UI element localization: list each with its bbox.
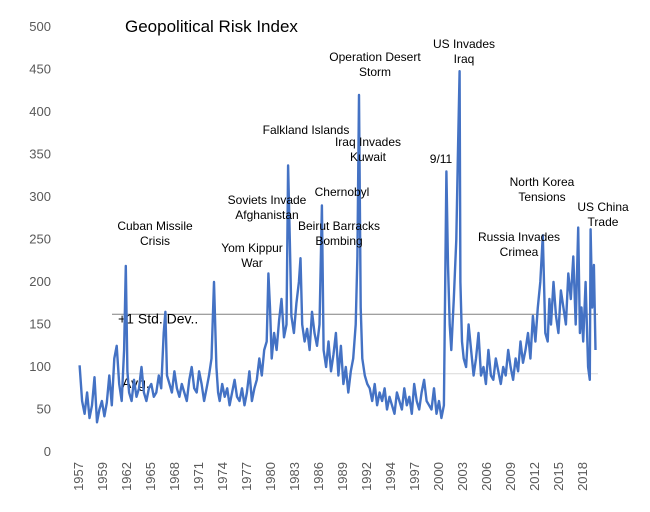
x-tick-label: 1962 bbox=[119, 462, 134, 491]
x-tick-label: 1974 bbox=[215, 462, 230, 491]
annotation-label: War bbox=[241, 256, 263, 270]
y-tick-label: 100 bbox=[29, 359, 51, 374]
annotation-label: US China bbox=[577, 200, 629, 214]
y-tick-label: 250 bbox=[29, 232, 51, 247]
annotation-label: Crimea bbox=[500, 245, 539, 259]
annotation-label: US Invades bbox=[433, 37, 495, 51]
x-tick-label: 1968 bbox=[167, 462, 182, 491]
annotation-label: Chernobyl bbox=[315, 185, 370, 199]
annotation-label: Trade bbox=[588, 215, 619, 229]
x-tick-label: 2006 bbox=[479, 462, 494, 491]
annotation-label: Russia Invades bbox=[478, 230, 560, 244]
x-tick-label: 2012 bbox=[527, 462, 542, 491]
x-tick-label: 1992 bbox=[359, 462, 374, 491]
annotation-label: Afghanistan bbox=[235, 208, 298, 222]
annotation-label: Tensions bbox=[518, 190, 565, 204]
y-tick-label: 350 bbox=[29, 147, 51, 162]
x-tick-label: 1971 bbox=[191, 462, 206, 491]
annotation-label: Soviets Invade bbox=[228, 193, 307, 207]
annotation-label: Falkland Islands bbox=[263, 123, 350, 137]
annotation-label: North Korea bbox=[510, 175, 575, 189]
x-tick-label: 2000 bbox=[431, 462, 446, 491]
x-tick-label: 2003 bbox=[455, 462, 470, 491]
x-tick-label: 1994 bbox=[383, 462, 398, 491]
x-tick-label: 1965 bbox=[143, 462, 158, 491]
x-tick-label: 1997 bbox=[407, 462, 422, 491]
y-tick-label: 200 bbox=[29, 274, 51, 289]
annotation-label: Cuban Missile bbox=[117, 219, 193, 233]
annotation-label: Crisis bbox=[140, 234, 170, 248]
y-tick-label: 300 bbox=[29, 189, 51, 204]
x-axis: 1957 1959 1962 1965 1968 1971 1974 1977 1980 1983… bbox=[71, 462, 590, 491]
x-tick-label: 1983 bbox=[287, 462, 302, 491]
x-tick-label: 1980 bbox=[263, 462, 278, 491]
y-tick-label: 400 bbox=[29, 104, 51, 119]
x-tick-label: 1959 bbox=[95, 462, 110, 491]
x-tick-label: 1957 bbox=[71, 462, 86, 491]
y-tick-label: 50 bbox=[37, 402, 51, 417]
y-tick-label: 150 bbox=[29, 317, 51, 332]
chart-title: Geopolitical Risk Index bbox=[125, 17, 298, 36]
annotation-label: Bombing bbox=[315, 234, 362, 248]
x-tick-label: 2015 bbox=[551, 462, 566, 491]
annotation-label: Storm bbox=[359, 65, 391, 79]
annotation-label: Kuwait bbox=[350, 150, 387, 164]
y-axis: 0 50 100 150 200 250 300 350 400 450 500 bbox=[29, 19, 51, 459]
y-tick-label: 0 bbox=[44, 444, 51, 459]
reference-line-label: +1 Std. Dev.. bbox=[118, 310, 198, 326]
x-tick-label: 1977 bbox=[239, 462, 254, 491]
series-group bbox=[78, 69, 597, 424]
x-tick-label: 2018 bbox=[575, 462, 590, 491]
annotation-label: Yom Kippur bbox=[221, 241, 283, 255]
annotation-label: Iraq bbox=[454, 52, 475, 66]
y-tick-label: 450 bbox=[29, 62, 51, 77]
series-line bbox=[78, 69, 597, 424]
annotation-label: Beirut Barracks bbox=[298, 219, 380, 233]
annotation-label: 9/11 bbox=[430, 152, 453, 166]
x-tick-label: 2009 bbox=[503, 462, 518, 491]
annotation-label: Iraq Invades bbox=[335, 135, 401, 149]
y-tick-label: 500 bbox=[29, 19, 51, 34]
x-tick-label: 1989 bbox=[335, 462, 350, 491]
annotation-label: Operation Desert bbox=[329, 50, 421, 64]
x-tick-label: 1986 bbox=[311, 462, 326, 491]
